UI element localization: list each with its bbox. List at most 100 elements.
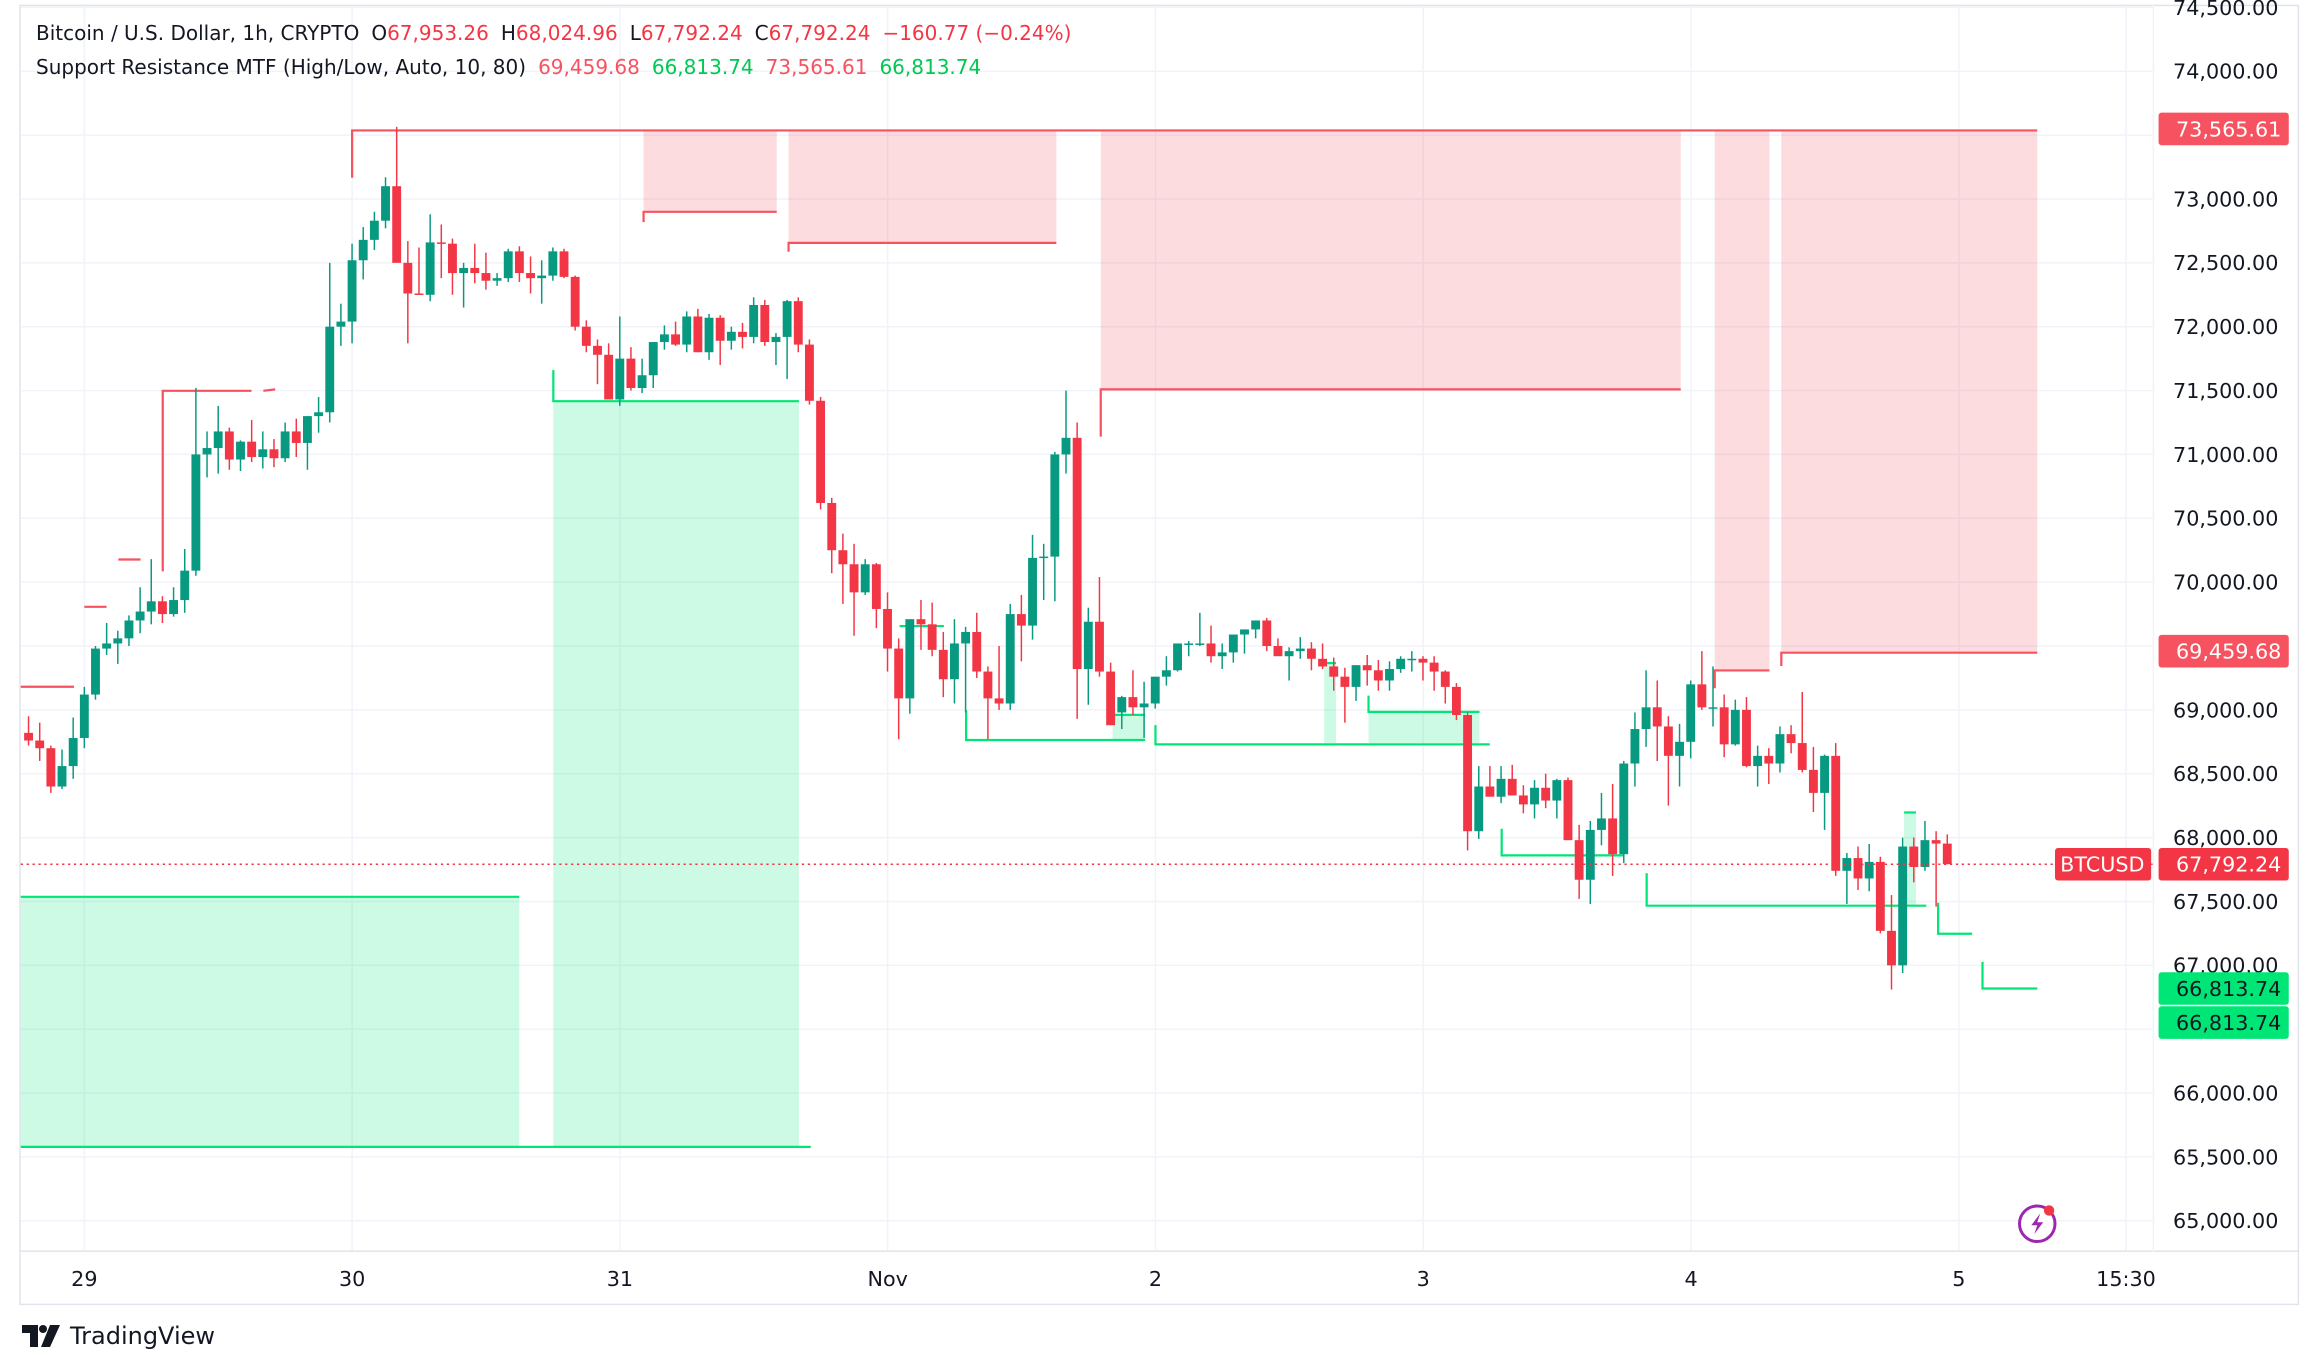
candle <box>146 559 156 625</box>
candle <box>325 262 335 423</box>
candle <box>1195 612 1205 647</box>
candle <box>738 322 747 349</box>
candle <box>1652 680 1662 761</box>
candle <box>91 646 100 700</box>
candle <box>1808 746 1818 813</box>
price-tick-label: 71,500.00 <box>2173 379 2278 403</box>
candle <box>950 619 959 704</box>
candle <box>436 224 446 279</box>
candle <box>492 273 502 286</box>
candle <box>648 342 658 389</box>
candle <box>704 313 714 360</box>
candle <box>1931 831 1941 907</box>
candle <box>1719 694 1729 758</box>
candle <box>1496 766 1506 804</box>
candle <box>1039 543 1049 601</box>
candle <box>526 256 535 294</box>
candle <box>1173 643 1182 672</box>
candle <box>1217 643 1227 670</box>
candle <box>414 247 424 295</box>
price-tick-label: 74,000.00 <box>2173 60 2278 84</box>
candle <box>671 321 681 346</box>
candle <box>782 299 792 380</box>
candle <box>1329 657 1339 691</box>
candle <box>659 325 669 350</box>
indicator-title: Support Resistance MTF (High/Low, Auto, … <box>36 55 527 79</box>
candle <box>269 439 279 468</box>
candle <box>1351 665 1361 701</box>
candle <box>1585 820 1595 905</box>
candle <box>1797 691 1807 773</box>
candle <box>1619 760 1629 864</box>
candle <box>403 241 413 344</box>
candle <box>1463 712 1473 851</box>
candle <box>1597 792 1606 846</box>
candle <box>916 600 926 650</box>
candle <box>102 623 112 655</box>
candle <box>1284 647 1294 681</box>
candle <box>1396 656 1406 673</box>
sr-zones <box>20 130 2038 1147</box>
candle <box>1295 637 1305 659</box>
candle <box>827 497 837 574</box>
candle <box>693 308 703 353</box>
candle <box>1898 837 1908 973</box>
time-tick-label: 4 <box>1684 1267 1697 1291</box>
candle <box>1128 670 1138 715</box>
candle <box>983 666 993 740</box>
price-axis-labels: 73,565.61 69,459.68 67,792.24 66,813.74 66,8… <box>2055 112 2289 1039</box>
candle <box>291 418 301 457</box>
candle <box>213 405 223 474</box>
candle <box>793 297 803 353</box>
indicator-value: 66,813.74 <box>879 55 982 79</box>
candle <box>1541 773 1551 809</box>
candle <box>1005 603 1015 710</box>
indicator-legend-row[interactable]: Support Resistance MTF (High/Low, Auto, … <box>36 50 1071 84</box>
candle <box>280 422 290 463</box>
candle <box>1206 625 1216 663</box>
candle <box>1530 780 1539 819</box>
candle <box>570 275 580 331</box>
time-tick-label: 2 <box>1149 1267 1162 1291</box>
candle <box>1742 697 1751 768</box>
symbol-title: Bitcoin / U.S. Dollar, 1h, CRYPTO <box>36 21 360 45</box>
candle <box>24 716 33 746</box>
time-tick-label: 29 <box>71 1267 97 1291</box>
candle <box>816 396 826 510</box>
candle <box>760 299 770 346</box>
high-value: 68,024.96 <box>515 21 618 45</box>
tradingview-logo[interactable]: TradingView <box>22 1322 215 1350</box>
grid-lines <box>20 6 2153 1251</box>
time-tick-label: 3 <box>1417 1267 1430 1291</box>
time-tick-label: 15:30 <box>2096 1267 2156 1291</box>
candle <box>1574 824 1584 899</box>
price-axis-label: 73,565.61 <box>2158 112 2289 146</box>
candle <box>1864 843 1874 892</box>
candle <box>135 587 145 634</box>
candle <box>883 592 892 672</box>
time-axis[interactable]: 29 30 31 Nov 2 3 4 5 15:30 <box>71 1267 2156 1291</box>
time-tick-label: 5 <box>1952 1267 1965 1291</box>
candle <box>1764 748 1774 784</box>
candle <box>1675 723 1684 787</box>
candlestick-series <box>24 126 1952 990</box>
candle <box>1786 725 1796 754</box>
candle <box>358 227 368 280</box>
candle <box>972 612 982 678</box>
candle <box>1318 643 1328 670</box>
candle <box>1663 716 1673 806</box>
chart-frame <box>19 4 2300 1306</box>
price-tick-label: 66,000.00 <box>2173 1081 2278 1105</box>
price-tick-label: 72,500.00 <box>2173 251 2278 275</box>
price-axis-label: 67,792.24 <box>2158 847 2289 881</box>
symbol-legend-row[interactable]: Bitcoin / U.S. Dollar, 1h, CRYPTO O 67,95… <box>36 16 1071 50</box>
candle <box>1028 534 1037 640</box>
lightning-alert-icon[interactable] <box>2018 1204 2057 1244</box>
candle <box>1842 852 1852 905</box>
candle <box>548 247 558 281</box>
candle <box>749 297 759 344</box>
candle <box>514 246 524 282</box>
candle <box>1507 764 1517 796</box>
candle <box>1429 656 1439 691</box>
